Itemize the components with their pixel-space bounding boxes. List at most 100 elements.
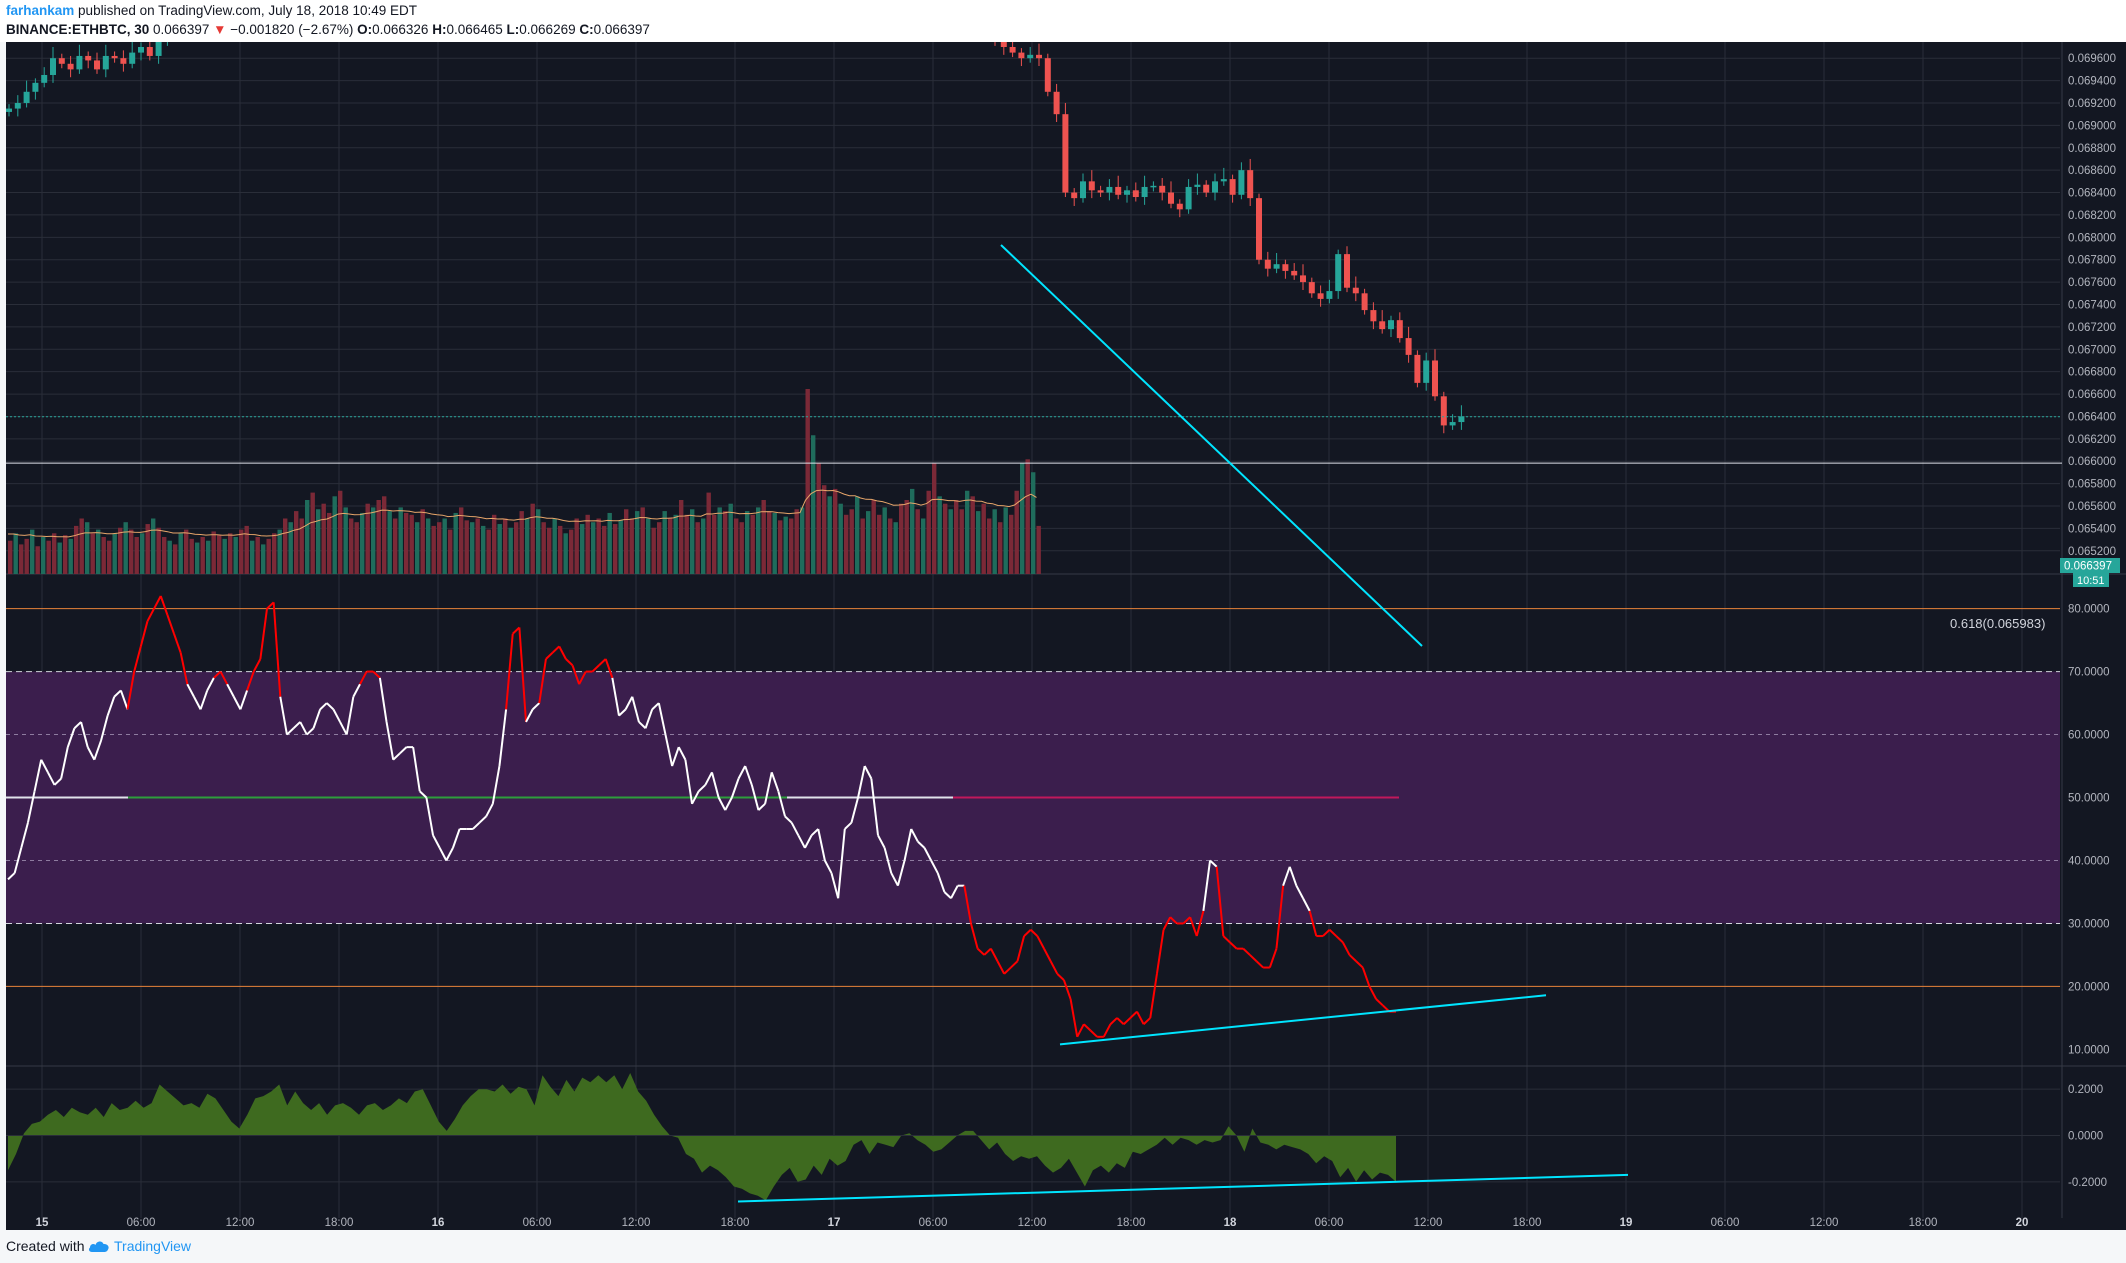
- rsi-line-segment: [917, 840, 926, 849]
- volume-bar: [244, 525, 249, 574]
- volume-bar: [816, 463, 821, 574]
- rsi-line-segment: [677, 746, 687, 761]
- rsi-line-segment: [757, 803, 766, 811]
- volume-bar: [189, 538, 194, 574]
- volume-bar: [492, 514, 497, 574]
- volume-bar: [860, 518, 865, 574]
- volume-bar: [552, 518, 557, 574]
- candle-body: [1405, 338, 1412, 355]
- rsi-line-segment: [312, 709, 322, 729]
- rsi-line-segment: [40, 759, 49, 773]
- candle-body: [58, 58, 65, 64]
- rsi-line-segment: [119, 690, 129, 710]
- rsi-line-segment: [86, 746, 96, 761]
- rsi-line-segment: [1056, 973, 1065, 981]
- close-label: C:: [579, 22, 594, 37]
- open-value: 0.066326: [372, 22, 429, 37]
- volume-bar: [866, 511, 871, 574]
- volume-bar: [1020, 463, 1025, 574]
- candle-body: [1053, 91, 1060, 115]
- volume-bar: [921, 518, 926, 574]
- rsi-line-segment: [1268, 948, 1278, 968]
- volume-bar: [68, 538, 73, 574]
- rsi-line-segment: [1043, 948, 1052, 962]
- price-tick-label: 0.069000: [2068, 120, 2116, 132]
- oscillator-indicator: [6, 1073, 2060, 1203]
- rsi-line-segment: [697, 784, 707, 792]
- rsi-tick-label: 50.0000: [2068, 793, 2110, 805]
- time-tick-label: 12:00: [1018, 1217, 1047, 1229]
- rsi-line-segment: [498, 709, 508, 767]
- volume-bar: [250, 540, 255, 574]
- rsi-line-segment: [206, 677, 215, 691]
- author-link[interactable]: farhankam: [6, 3, 75, 18]
- rsi-line-segment: [850, 797, 860, 823]
- time-tick-label: 18:00: [1117, 1217, 1146, 1229]
- volume-bar: [140, 533, 145, 574]
- price-tick-label: 0.066200: [2068, 434, 2116, 446]
- price-tick-label: 0.066800: [2068, 367, 2116, 379]
- volume-bar: [508, 527, 513, 574]
- volume-bar: [338, 490, 343, 574]
- price-tick-label: 0.069200: [2068, 98, 2116, 110]
- volume-bar: [695, 522, 700, 574]
- publish-line: farhankam published on TradingView.com, …: [6, 3, 417, 18]
- volume-bar: [536, 509, 541, 574]
- price-tick-label: 0.068800: [2068, 143, 2116, 155]
- rsi-line-segment: [983, 947, 992, 956]
- candle-body: [1106, 186, 1113, 193]
- volume-bar: [761, 500, 766, 574]
- volume-bar: [783, 516, 788, 574]
- candle-body: [76, 55, 83, 70]
- tradingview-brand[interactable]: TradingView: [114, 1238, 192, 1254]
- rsi-line-segment: [518, 627, 528, 723]
- rsi-line-segment: [13, 847, 23, 874]
- rsi-line-segment: [604, 658, 614, 679]
- volume-bar: [283, 518, 288, 574]
- candle-body: [111, 55, 118, 59]
- volume-bar: [849, 509, 854, 574]
- volume-bar: [926, 490, 931, 574]
- rsi-line-segment: [598, 658, 607, 666]
- rsi-line-segment: [299, 721, 308, 736]
- rsi-line-segment: [7, 872, 16, 881]
- volume-bar: [404, 512, 409, 574]
- rsi-line-segment: [1195, 910, 1205, 937]
- rsi-line-segment: [179, 652, 189, 685]
- volume-bar: [668, 518, 673, 574]
- candle-body: [129, 52, 136, 64]
- symbol-label[interactable]: BINANCE:ETHBTC, 30: [6, 22, 150, 37]
- volume-bar: [662, 511, 667, 574]
- rsi-line-segment: [1116, 1017, 1125, 1025]
- candle-body: [1036, 54, 1042, 59]
- open-label: O:: [357, 22, 373, 37]
- volume-bar: [706, 492, 711, 574]
- osc-tick-label: 0.2000: [2068, 1084, 2103, 1096]
- rsi-line-segment: [969, 923, 979, 949]
- rsi-line-segment: [531, 702, 540, 711]
- volume-bar: [442, 518, 447, 574]
- rsi-line-segment: [153, 595, 162, 610]
- rsi-line-segment: [538, 658, 547, 704]
- volume-bar: [767, 511, 772, 574]
- price-tick-label: 0.065200: [2068, 546, 2116, 558]
- rsi-line-segment: [53, 777, 62, 786]
- chart-footer: Created with TradingView: [0, 1230, 2126, 1263]
- created-with-text: Created with: [6, 1238, 85, 1254]
- trading-chart[interactable]: 0.069600 0.069400 0.069200 0.069000 0.068800…: [0, 42, 2126, 1230]
- rsi-line-segment: [1355, 960, 1364, 969]
- volume-bar: [41, 537, 46, 574]
- price-axis[interactable]: 0.069600 0.069400 0.069200 0.069000 0.068800…: [2068, 53, 2116, 1189]
- volume-bar: [85, 522, 90, 574]
- candle-body: [67, 63, 74, 70]
- rsi-line-segment: [1169, 916, 1178, 925]
- rsi-line-segment: [1089, 1029, 1098, 1038]
- time-axis[interactable]: 15 06:00 12:00 18:00 16 06:00 12:00 18:00 17 06:0…: [36, 1217, 2029, 1229]
- candle-body: [1317, 293, 1324, 299]
- time-tick-label: 12:00: [1810, 1217, 1839, 1229]
- price-tick-label: 0.067200: [2068, 322, 2116, 334]
- rsi-line-segment: [777, 790, 786, 817]
- rsi-line-segment: [1129, 1010, 1138, 1019]
- volume-bar: [651, 527, 656, 574]
- rsi-line-segment: [664, 734, 674, 767]
